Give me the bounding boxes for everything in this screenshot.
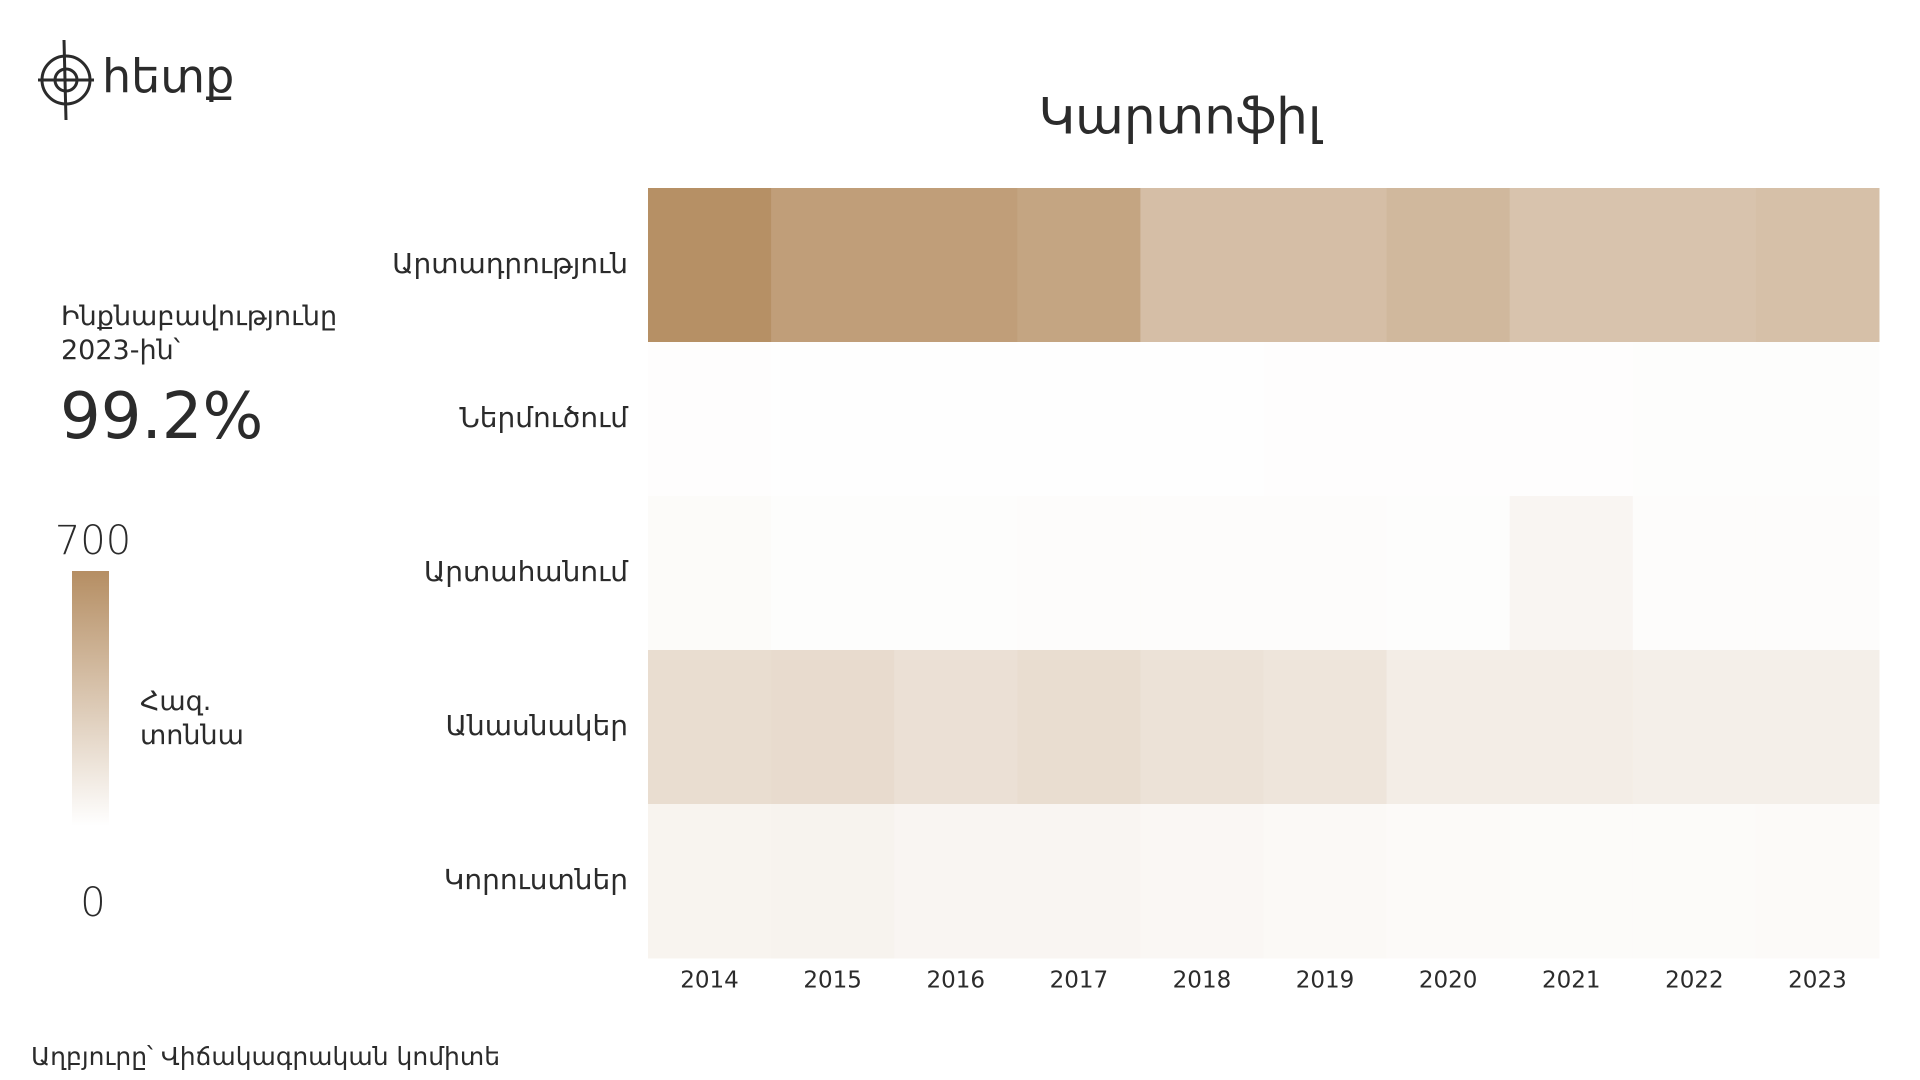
heatmap-cell	[771, 496, 895, 651]
x-tick-label: 2015	[803, 968, 862, 994]
heatmap-cell	[1263, 496, 1388, 651]
heatmap-cell	[1140, 496, 1264, 651]
heatmap-cell	[1263, 650, 1388, 805]
heatmap-cell	[1263, 342, 1388, 497]
heatmap-cell	[1017, 188, 1141, 343]
heatmap-cell	[1017, 342, 1141, 497]
x-tick-label: 2023	[1788, 968, 1847, 994]
x-tick-label: 2020	[1419, 968, 1478, 994]
colorbar	[72, 571, 109, 826]
y-tick-label: Արտադրություն	[392, 247, 628, 280]
y-tick-label: Արտահանում	[424, 555, 629, 588]
heatmap-cell	[1140, 804, 1264, 959]
heatmap-cell	[648, 496, 772, 651]
heatmap-cell	[1140, 188, 1264, 343]
heatmap-cell	[1632, 804, 1757, 959]
y-tick-label: Ներմուծում	[459, 401, 629, 434]
heatmap-cell	[1755, 804, 1880, 959]
heatmap-cell	[1386, 650, 1511, 805]
x-tick-label: 2014	[680, 968, 739, 994]
heatmap-cell	[648, 804, 772, 959]
heatmap-cell	[1140, 650, 1264, 805]
heatmap-cell	[1386, 804, 1511, 959]
heatmap-cell	[894, 804, 1018, 959]
heatmap-cell	[1755, 650, 1880, 805]
heatmap-cell	[1632, 188, 1757, 343]
logo-text: հետք	[102, 50, 234, 104]
heatmap-cell	[771, 650, 895, 805]
x-tick-label: 2016	[926, 968, 985, 994]
colorbar-label: Հազ. տոննա	[140, 686, 244, 751]
heatmap-cell	[648, 188, 772, 343]
heatmap-cell	[1755, 342, 1880, 497]
heatmap-cell	[1386, 188, 1511, 343]
colorbar-tick-label: 0	[80, 880, 105, 926]
y-tick-label: Կորուստներ	[444, 863, 628, 896]
heatmap-cell	[771, 342, 895, 497]
heatmap-cell	[1017, 496, 1141, 651]
x-tick-label: 2017	[1050, 968, 1109, 994]
heatmap-cell	[1509, 804, 1634, 959]
x-tick-label: 2019	[1296, 968, 1355, 994]
heatmap-cell	[1755, 188, 1880, 343]
heatmap-cell	[894, 496, 1018, 651]
heatmap-cell	[1755, 496, 1880, 651]
heatmap-cell	[1140, 342, 1264, 497]
heatmap-cell	[771, 188, 895, 343]
summary-label: Ինքնաբավությունը 2023-ին՝	[61, 301, 338, 366]
source: Աղբյուրը՝ Վիճակագրական կոմիտե	[31, 1042, 501, 1071]
heatmap-cell	[1632, 342, 1757, 497]
heatmap-cell	[1509, 650, 1634, 805]
x-tick-label: 2018	[1173, 968, 1232, 994]
heatmap-cell	[1632, 496, 1757, 651]
logo-mark	[38, 39, 94, 121]
x-tick-label: 2022	[1665, 968, 1724, 994]
heatmap-cell	[648, 342, 772, 497]
heatmap-cell	[1509, 496, 1634, 651]
heatmap-cell	[1263, 804, 1388, 959]
colorbar-tick-label: 700	[55, 518, 131, 564]
chart-title: Կարտոֆիլ	[1039, 88, 1324, 146]
heatmap-cell	[1017, 650, 1141, 805]
heatmap-cell	[1509, 188, 1634, 343]
heatmap-cell	[894, 342, 1018, 497]
heatmap-cell	[1509, 342, 1634, 497]
y-tick-label: Անասնակեր	[446, 709, 628, 742]
heatmap-cell	[648, 650, 772, 805]
x-tick-label: 2021	[1542, 968, 1601, 994]
summary-value: 99.2%	[60, 380, 264, 454]
heatmap-cell	[1386, 342, 1511, 497]
heatmap-cell	[1386, 496, 1511, 651]
heatmap-cell	[894, 650, 1018, 805]
heatmap-cell	[1632, 650, 1757, 805]
heatmap-cell	[1263, 188, 1388, 343]
heatmap-cell	[894, 188, 1018, 343]
heatmap-cell	[1017, 804, 1141, 959]
heatmap-cell	[771, 804, 895, 959]
